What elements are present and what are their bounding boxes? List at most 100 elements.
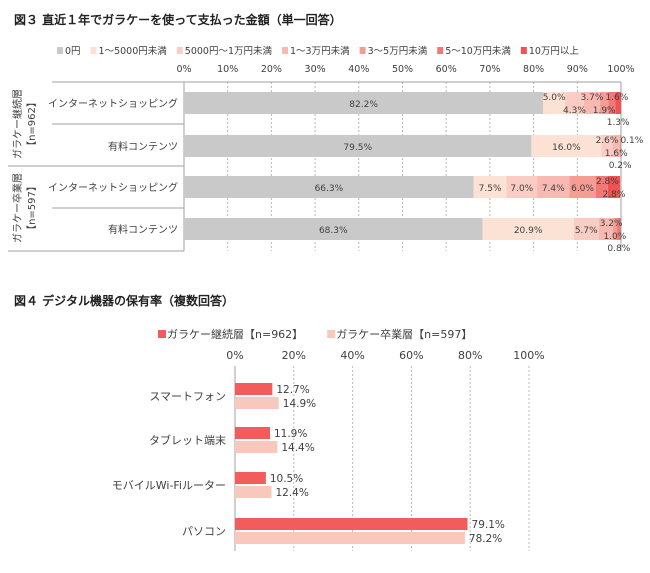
data-label: 11.9% xyxy=(274,428,307,440)
bar xyxy=(235,441,278,453)
legend-swatch xyxy=(176,47,183,54)
bar-segment xyxy=(531,135,602,157)
bar-segment xyxy=(573,218,599,240)
data-label: 66.3% xyxy=(315,184,344,194)
data-label: 6.0% xyxy=(571,184,594,194)
data-label: 0.1% xyxy=(620,136,643,146)
data-label: 10.5% xyxy=(270,473,303,485)
category-label: パソコン xyxy=(182,525,226,538)
group-label: ガラケー卒業層 xyxy=(11,173,24,243)
bar-segment xyxy=(184,218,483,240)
bar-segment xyxy=(598,218,613,240)
legend-swatch xyxy=(327,330,336,338)
data-label: 1.6% xyxy=(605,93,628,103)
x-tick-label: 70% xyxy=(479,64,500,75)
x-tick-label: 20% xyxy=(282,349,306,362)
legend-label: ガラケー卒業層【n=597】 xyxy=(336,327,472,341)
data-label: 0.2% xyxy=(609,161,632,171)
x-tick-label: 80% xyxy=(458,349,482,362)
legend-swatch xyxy=(90,47,97,54)
data-label: 20.9% xyxy=(514,226,543,236)
bar-segment xyxy=(184,92,544,114)
x-tick-label: 50% xyxy=(392,64,413,75)
bar-segment xyxy=(619,135,621,157)
x-tick-label: 60% xyxy=(436,64,457,75)
data-label: 2.6% xyxy=(596,136,619,146)
chart1-title: 図３ 直近１年でガラケーを使って支払った金額（単一回答） xyxy=(14,12,342,27)
x-tick-label: 0% xyxy=(176,64,191,75)
legend-swatch xyxy=(57,47,63,54)
x-tick-label: 100% xyxy=(607,64,634,75)
x-tick-label: 10% xyxy=(217,64,238,75)
x-tick-label: 40% xyxy=(340,349,364,362)
data-label: 7.4% xyxy=(542,184,565,194)
data-label: 68.3% xyxy=(319,226,348,236)
data-label: 5.0% xyxy=(543,93,566,103)
legend-swatch xyxy=(158,330,166,338)
bar xyxy=(235,427,270,439)
legend-label: 1～3万円未満 xyxy=(290,45,350,57)
bar-segment xyxy=(569,176,596,198)
bar-segment xyxy=(184,135,532,157)
bar-segment xyxy=(607,176,621,198)
bar-segment xyxy=(612,135,620,157)
data-label: 3.2% xyxy=(600,219,623,229)
data-label: 12.4% xyxy=(275,487,308,499)
legend-label: 1～5000円未満 xyxy=(99,45,168,57)
category-label: インターネットショッピング xyxy=(48,181,178,194)
bar-segment xyxy=(537,176,570,198)
bar-segment xyxy=(543,92,566,114)
data-label: 14.4% xyxy=(281,442,314,454)
data-label: 16.0% xyxy=(552,143,581,153)
data-label: 82.2% xyxy=(349,100,378,110)
bar xyxy=(235,486,272,498)
bar-segment xyxy=(601,135,613,157)
data-label: 4.3% xyxy=(563,106,586,116)
data-label: 78.2% xyxy=(469,533,502,545)
category-label: モバイルWi-Fiルーター xyxy=(112,479,226,492)
legend-label: 10万円以上 xyxy=(529,46,580,57)
chart2-title: 図４ デジタル機器の保有率（複数回答） xyxy=(14,293,234,308)
x-tick-label: 90% xyxy=(567,64,588,75)
legend-swatch xyxy=(520,47,527,54)
x-tick-label: 100% xyxy=(513,349,544,362)
data-label: 79.1% xyxy=(472,519,505,531)
x-tick-label: 60% xyxy=(399,349,423,362)
bar-segment xyxy=(617,218,621,240)
category-label: タブレット端末 xyxy=(149,433,226,447)
legend-swatch xyxy=(359,47,366,54)
x-tick-label: 0% xyxy=(226,349,243,362)
bar-segment xyxy=(612,218,618,240)
data-label: 0.8% xyxy=(607,244,630,254)
data-label: 1.9% xyxy=(593,106,616,116)
category-label: 有料コンテンツ xyxy=(108,140,178,153)
bar-segment xyxy=(615,92,621,114)
group-label: ガラケー継続層 xyxy=(11,89,24,159)
legend-label: ガラケー継続層【n=962】 xyxy=(167,327,303,341)
bar-segment xyxy=(595,176,608,198)
legend-swatch xyxy=(282,47,289,54)
bar-segment xyxy=(482,218,574,240)
legend-label: 5000円～1万円未満 xyxy=(185,45,273,57)
bar xyxy=(235,472,266,484)
data-label: 1.0% xyxy=(603,232,626,242)
bar-segment xyxy=(583,92,601,114)
category-label: 有料コンテンツ xyxy=(108,223,178,236)
group-n-label: 【n=962】 xyxy=(26,97,38,151)
bar-segment xyxy=(565,92,584,114)
bar xyxy=(235,383,273,395)
group-n-label: 【n=597】 xyxy=(26,181,38,235)
data-label: 1.6% xyxy=(605,149,628,159)
bar-segment xyxy=(506,176,538,198)
data-label: 7.5% xyxy=(479,184,502,194)
category-label: インターネットショッピング xyxy=(48,97,178,110)
x-tick-label: 80% xyxy=(523,64,544,75)
data-label: 3.7% xyxy=(581,93,604,103)
data-label: 1.3% xyxy=(607,118,630,128)
data-label: 79.5% xyxy=(343,143,372,153)
bar-segment xyxy=(600,92,609,114)
legend-label: 3～5万円未満 xyxy=(368,45,428,57)
bar-segment xyxy=(608,92,616,114)
